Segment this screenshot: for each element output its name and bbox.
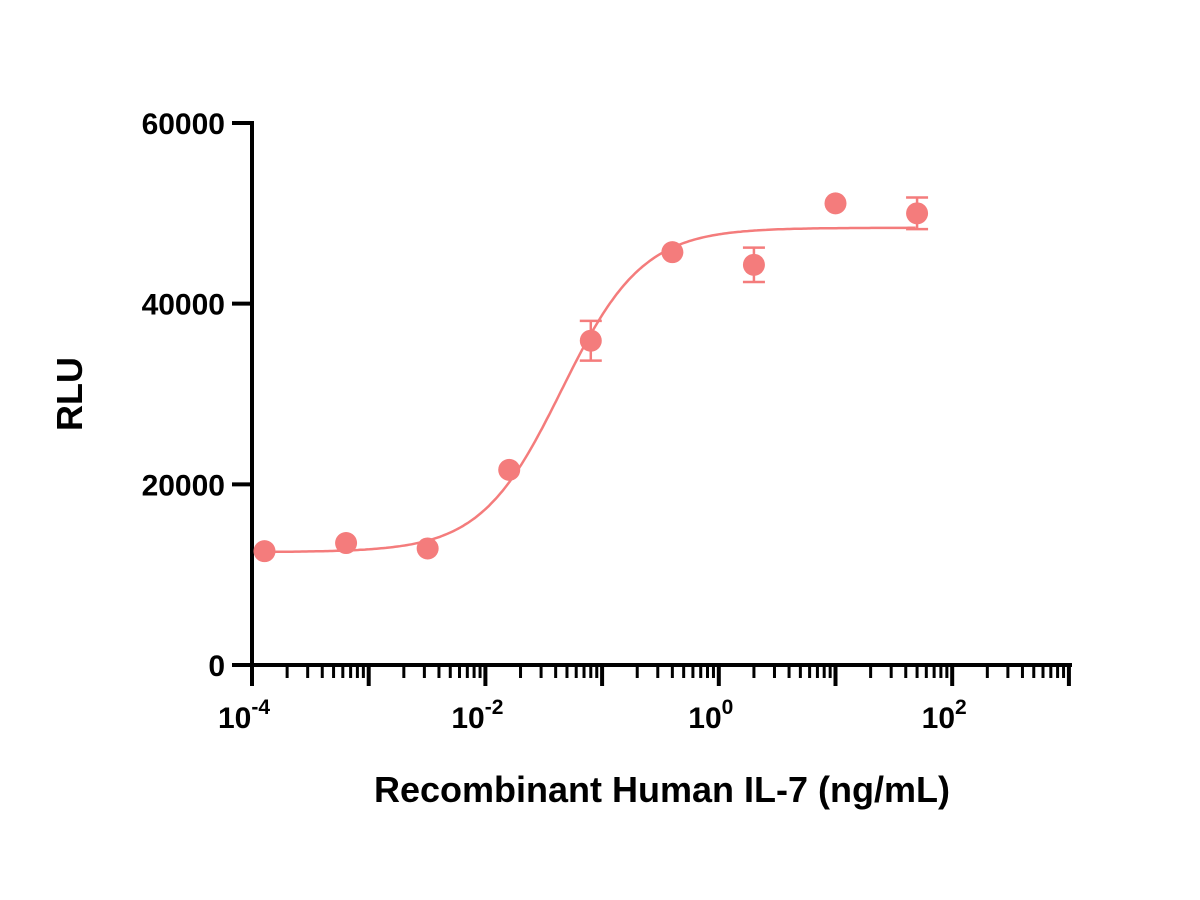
x-tick-exponent: -4 [251,696,270,719]
x-tick-label: 102 [922,696,967,735]
x-tick-label: 10-2 [451,696,503,735]
x-tick-exponent: 0 [722,696,734,719]
data-point [661,241,684,264]
data-point [906,202,929,225]
y-tick-label: 0 [208,650,225,683]
data-point [742,253,765,276]
data-point [416,537,439,560]
x-axis-ticks: 10-4 10-2 100 102 [218,665,1071,735]
data-point [498,458,521,481]
data-point [335,532,358,555]
x-tick-base: 10 [688,702,721,735]
x-tick-exponent: -2 [485,696,504,719]
y-axis-ticks: 0 20000 40000 60000 [142,108,252,683]
x-tick-label: 10-4 [218,696,270,735]
x-axis-title: Recombinant Human IL-7 (ng/mL) [374,769,950,810]
x-tick-exponent: 2 [955,696,967,719]
y-tick-label: 60000 [142,108,225,141]
y-tick-label: 20000 [142,469,225,502]
x-tick-base: 10 [218,702,251,735]
x-tick-base: 10 [922,702,955,735]
y-tick-label: 40000 [142,289,225,322]
x-tick-base: 10 [451,702,484,735]
data-point [824,192,847,215]
y-axis-title: RLU [49,357,90,431]
data-point [579,329,602,352]
data-points [253,192,929,563]
data-point [253,540,276,563]
fit-curve [264,226,916,554]
x-tick-label: 100 [688,696,733,735]
